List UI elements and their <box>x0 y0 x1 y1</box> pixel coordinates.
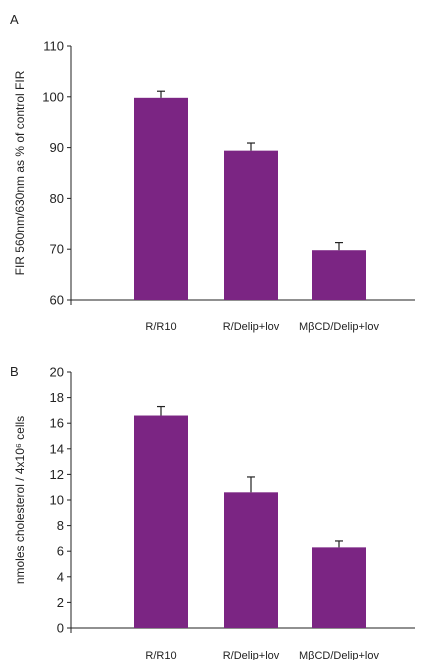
chart-a-y-tick-label: 80 <box>50 191 64 206</box>
chart-a-category-label: R/R10 <box>145 321 176 333</box>
chart-a-category-label: MβCD/Delip+lov <box>299 321 379 333</box>
chart-a-y-tick-label: 60 <box>50 293 64 308</box>
chart-b-bar <box>312 547 366 628</box>
chart-b-bar <box>134 415 188 628</box>
chart-b-y-tick-label: 20 <box>50 365 64 380</box>
chart-a-bar <box>312 250 366 300</box>
chart-b-y-tick-label: 16 <box>50 416 64 431</box>
chart-b-y-tick-label: 14 <box>50 441 64 456</box>
chart-b-y-tick-label: 18 <box>50 390 64 405</box>
chart-b-bar <box>224 492 278 628</box>
chart-b-y-axis-label: nmoles cholesterol / 4x10⁶ cells <box>13 416 27 584</box>
chart-a-y-tick-label: 110 <box>43 39 64 54</box>
chart-a-y-tick-label: 90 <box>50 140 64 155</box>
chart-a-y-tick-label: 70 <box>50 242 64 257</box>
chart-b-y-tick-label: 6 <box>57 544 64 559</box>
chart-b-category-label: MβCD/Delip+lov <box>299 650 379 660</box>
chart-a-y-tick-label: 100 <box>42 89 64 104</box>
chart-b-category-label: R/R10 <box>145 650 176 660</box>
chart-a-panel-letter: A <box>10 12 19 27</box>
chart-b-y-tick-label: 10 <box>50 493 64 508</box>
chart-b-y-tick-label: 12 <box>50 467 64 482</box>
chart-a-category-label: R/Delip+lov <box>223 321 280 333</box>
chart-a-bar <box>134 97 188 300</box>
chart-a-bar <box>224 150 278 300</box>
chart-b-category-label: R/Delip+lov <box>223 650 280 660</box>
chart-b-panel-letter: B <box>10 364 19 379</box>
chart-b-y-tick-label: 2 <box>57 595 64 610</box>
chart-b-y-tick-label: 8 <box>57 518 64 533</box>
chart-b-y-tick-label: 4 <box>57 569 64 584</box>
chart-a-y-axis-label: FIR 560nm/630nm as % of control FIR <box>13 70 27 275</box>
chart-b-y-tick-label: 0 <box>57 621 64 636</box>
